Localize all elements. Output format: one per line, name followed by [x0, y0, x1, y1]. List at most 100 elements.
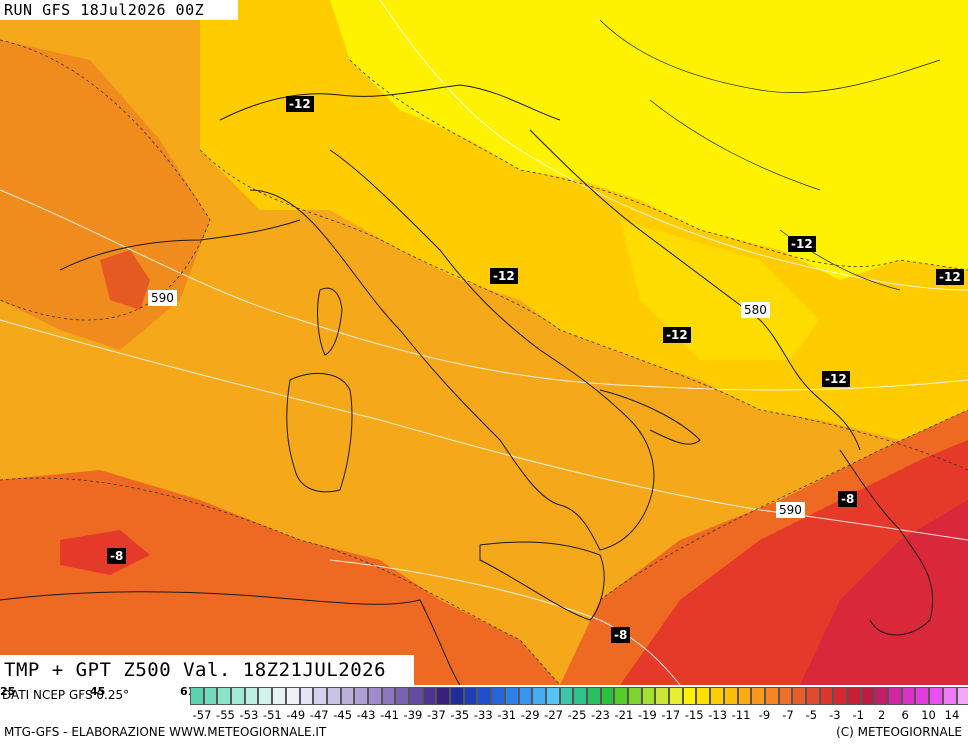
scale-tick-label: -39 — [403, 708, 423, 722]
weather-map: RUN GFS 18Jul2026 00Z -12 -12 -12 -12 -1… — [0, 0, 968, 685]
color-swatch — [340, 687, 355, 705]
temp-label: -12 — [663, 327, 691, 343]
color-swatch — [367, 687, 382, 705]
north-africa-coast — [0, 591, 461, 685]
credit-left: MTG-GFS - ELABORAZIONE WWW.METEOGIORNALE… — [4, 725, 327, 739]
color-swatch — [710, 687, 724, 705]
color-swatch — [532, 687, 546, 705]
scale-tick-label: -45 — [333, 708, 353, 722]
valid-time-label: TMP + GPT Z500 Val. 18Z21JUL2026 — [0, 655, 414, 685]
color-scale — [190, 687, 968, 705]
color-swatch — [778, 687, 793, 705]
yellow-band — [330, 0, 968, 280]
scale-tick-label: -29 — [520, 708, 540, 722]
scale-tick-label: 14 — [944, 708, 960, 722]
color-swatch — [381, 687, 396, 705]
spain-red-spot — [100, 250, 150, 310]
temp-label: -12 — [788, 236, 816, 252]
color-swatch — [422, 687, 437, 705]
credit-right: (C) METEOGIORNALE — [836, 725, 962, 739]
color-swatch — [559, 687, 574, 705]
color-swatch — [614, 687, 628, 705]
scale-tick-label: -19 — [637, 708, 657, 722]
color-swatch — [764, 687, 779, 705]
scale-tick-label: -25 — [567, 708, 587, 722]
color-swatch — [669, 687, 683, 705]
scale-tick-label: -17 — [661, 708, 681, 722]
isotherm-lines — [0, 39, 968, 685]
color-swatch — [409, 687, 423, 705]
scale-tick-label: 6 — [901, 708, 909, 722]
scale-tick-label: -21 — [614, 708, 634, 722]
color-swatch — [874, 687, 889, 705]
scale-tick-label: -35 — [450, 708, 470, 722]
color-swatch — [805, 687, 820, 705]
temp-label: -8 — [107, 548, 127, 564]
color-swatch — [600, 687, 615, 705]
scale-tick-label: -43 — [356, 708, 376, 722]
run-info-label: RUN GFS 18Jul2026 00Z — [0, 0, 238, 20]
color-swatch — [217, 687, 232, 705]
map-canvas — [0, 0, 968, 685]
scale-tick-label: 2 — [878, 708, 886, 722]
color-swatch — [231, 687, 245, 705]
scale-tick-label: -13 — [708, 708, 728, 722]
france-coast — [59, 219, 301, 271]
color-swatch — [819, 687, 834, 705]
scale-tick-label: -47 — [309, 708, 329, 722]
color-swatch — [326, 687, 341, 705]
gpt-label: 590 — [148, 290, 177, 306]
color-swatch — [888, 687, 902, 705]
color-swatch — [723, 687, 738, 705]
color-swatch — [751, 687, 765, 705]
scale-tick-label: -31 — [497, 708, 517, 722]
color-swatch — [847, 687, 861, 705]
italy-heel — [599, 389, 701, 445]
color-swatch — [942, 687, 957, 705]
italy-outline — [249, 149, 655, 551]
color-swatch — [573, 687, 587, 705]
scale-tick-label: -51 — [262, 708, 282, 722]
greece-coast — [839, 449, 934, 636]
west-red-orange — [0, 470, 560, 685]
color-swatch — [313, 687, 327, 705]
scale-tick-label: -3 — [829, 708, 841, 722]
color-swatch — [285, 687, 300, 705]
scale-tick-label: 10 — [921, 708, 936, 722]
legend-marker: 45 — [90, 685, 106, 698]
color-swatch — [436, 687, 451, 705]
west-red-spot — [60, 530, 150, 575]
sicily — [479, 541, 605, 621]
scale-tick-label: -5 — [805, 708, 818, 722]
gpt-label: 580 — [741, 302, 770, 318]
color-swatch — [956, 687, 968, 705]
scale-tick-label: -1 — [852, 708, 864, 722]
color-swatch — [641, 687, 656, 705]
scale-ticks: -57 -55 -53 -51 -49 -47 -45 -43 -41 -39 -37 -35 -33-… — [190, 708, 965, 722]
southeast-deep-red — [800, 500, 968, 685]
color-swatch — [915, 687, 930, 705]
color-swatch — [491, 687, 505, 705]
color-swatch — [833, 687, 847, 705]
sardinia — [286, 372, 353, 493]
color-swatch — [354, 687, 368, 705]
temp-label: -12 — [936, 269, 964, 285]
scale-tick-label: -27 — [544, 708, 563, 722]
scale-tick-label: -11 — [731, 708, 751, 722]
temp-label: -12 — [490, 268, 518, 284]
color-swatch — [929, 687, 943, 705]
color-swatch — [463, 687, 478, 705]
color-swatch — [737, 687, 752, 705]
scale-tick-label: -57 — [192, 708, 212, 722]
color-swatch — [504, 687, 519, 705]
color-swatch — [258, 687, 273, 705]
west-dark-orange — [0, 40, 210, 350]
scale-tick-label: -41 — [380, 708, 399, 722]
color-swatch — [450, 687, 464, 705]
color-swatch — [655, 687, 670, 705]
temp-label: -12 — [822, 371, 850, 387]
color-swatch — [203, 687, 218, 705]
scale-tick-label: -53 — [239, 708, 259, 722]
scale-tick-label: -15 — [684, 708, 704, 722]
temp-label: -12 — [286, 96, 314, 112]
